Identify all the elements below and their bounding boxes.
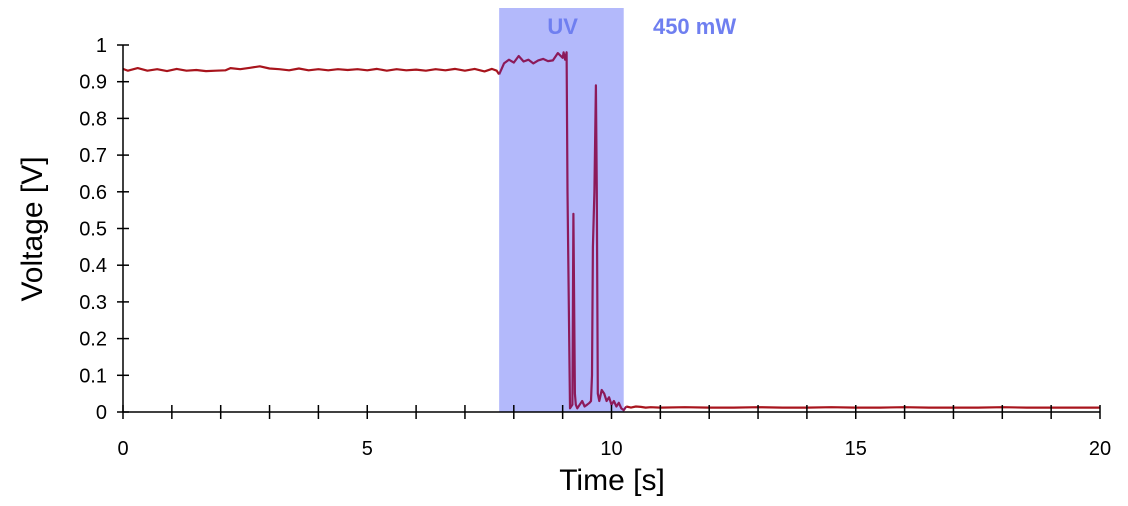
series-line-uv-segment xyxy=(498,51,628,412)
x-axis-title: Time [s] xyxy=(559,464,665,497)
x-tick-label: 20 xyxy=(1089,438,1111,460)
annotation-label: 450 mW xyxy=(653,14,736,39)
y-tick-label: 0.7 xyxy=(79,145,107,167)
x-tick-label: 15 xyxy=(845,438,867,460)
y-tick-label: 0.5 xyxy=(79,219,107,241)
x-tick-label: 10 xyxy=(600,438,622,460)
uv-highlight-band xyxy=(499,8,624,412)
y-tick-label: 0.6 xyxy=(79,182,107,204)
y-axis-title: Voltage [V] xyxy=(16,156,49,301)
annotation-label: UV xyxy=(547,14,578,39)
y-tick-label: 0.9 xyxy=(79,72,107,94)
y-tick-label: 0.3 xyxy=(79,292,107,314)
y-tick-label: 0.2 xyxy=(79,329,107,351)
y-tick-label: 0.1 xyxy=(79,365,107,387)
y-tick-label: 1 xyxy=(96,35,107,57)
series-line-segment xyxy=(625,405,1100,409)
x-tick-label: 5 xyxy=(362,438,373,460)
y-tick-label: 0.8 xyxy=(79,108,107,130)
y-tick-label: 0 xyxy=(96,402,107,424)
series-line-segment xyxy=(122,65,501,75)
x-tick-label: 0 xyxy=(117,438,128,460)
y-tick-label: 0.4 xyxy=(79,255,107,277)
